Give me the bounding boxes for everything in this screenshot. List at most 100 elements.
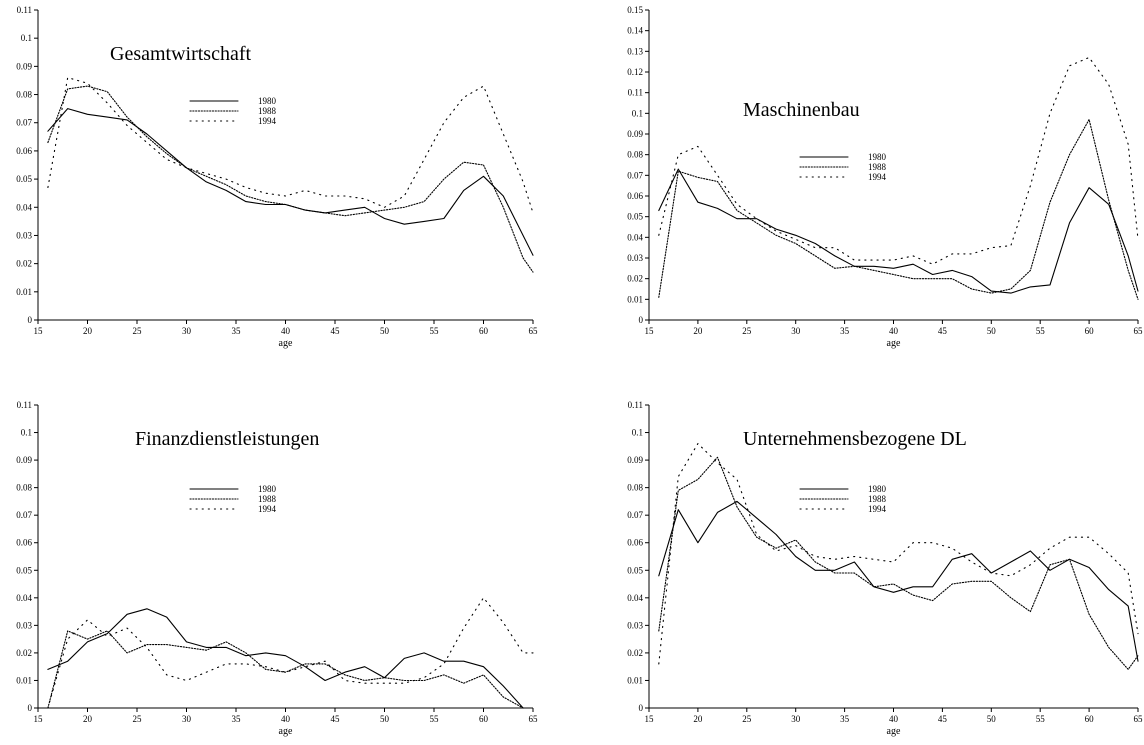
- y-tick-label: 0.06: [627, 191, 643, 201]
- legend-label-1994: 1994: [258, 116, 277, 126]
- y-tick-label: 0.01: [627, 294, 643, 304]
- y-tick-label: 0: [28, 703, 33, 713]
- y-tick-label: 0.08: [16, 483, 32, 493]
- legend-label-1988: 1988: [258, 494, 277, 504]
- x-tick-label: 45: [331, 326, 341, 336]
- x-tick-label: 15: [645, 326, 655, 336]
- y-tick-label: 0.04: [16, 202, 32, 212]
- y-tick-label: 0.09: [16, 61, 32, 71]
- y-tick-label: 0.15: [627, 5, 643, 15]
- x-tick-label: 60: [479, 714, 489, 724]
- x-tick-label: 15: [34, 326, 44, 336]
- chart-panel-2: 0 0.01 0.02 0.03 0.04 0.05 0.06 0.07 0.08 0.09 0.1…: [627, 5, 1143, 349]
- y-tick-label: 0.04: [627, 593, 643, 603]
- x-tick-label: 30: [182, 326, 192, 336]
- y-tick-label: 0.1: [632, 108, 643, 118]
- legend-label-1980: 1980: [258, 484, 277, 494]
- x-tick-label: 50: [380, 326, 390, 336]
- legend-label-1994: 1994: [868, 172, 887, 182]
- y-tick-label: 0.08: [627, 483, 643, 493]
- y-tick-label: 0.11: [628, 88, 643, 98]
- x-tick-label: 25: [742, 326, 752, 336]
- y-tick-label: 0.04: [627, 232, 643, 242]
- x-tick-label: 45: [331, 714, 341, 724]
- x-tick-label: 35: [840, 326, 850, 336]
- y-tick-label: 0.05: [627, 565, 643, 575]
- chart-title: Maschinenbau: [743, 99, 860, 121]
- x-tick-label: 50: [987, 714, 997, 724]
- y-tick-label: 0.12: [627, 67, 643, 77]
- chart-panel-3: 0 0.01 0.02 0.03 0.04 0.05 0.06 0.07 0.08 0.09 0.1…: [16, 400, 538, 737]
- x-tick-label: 45: [938, 714, 948, 724]
- y-tick-label: 0.05: [16, 174, 32, 184]
- x-tick-label: 55: [430, 714, 440, 724]
- chart-title: Gesamtwirtschaft: [110, 43, 252, 65]
- series-line-1988: [47, 85, 534, 273]
- y-tick-label: 0.05: [627, 212, 643, 222]
- y-tick-label: 0.07: [627, 510, 643, 520]
- x-tick-label: 60: [479, 326, 489, 336]
- y-tick-label: 0.06: [16, 146, 32, 156]
- x-tick-label: 40: [281, 714, 291, 724]
- y-tick-label: 0.02: [16, 648, 32, 658]
- x-tick-label: 20: [83, 714, 93, 724]
- series-line-1980: [658, 500, 1139, 662]
- series-line-1988: [658, 456, 1139, 670]
- y-tick-label: 0.07: [627, 170, 643, 180]
- x-tick-label: 55: [1036, 714, 1046, 724]
- x-tick-label: 20: [83, 326, 93, 336]
- y-tick-label: 0.13: [627, 46, 643, 56]
- y-tick-label: 0.08: [16, 90, 32, 100]
- x-tick-label: 25: [133, 714, 143, 724]
- y-tick-label: 0.02: [16, 259, 32, 269]
- legend-label-1994: 1994: [868, 504, 887, 514]
- y-tick-label: 0: [639, 703, 644, 713]
- y-tick-label: 0.03: [16, 620, 32, 630]
- y-tick-label: 0.01: [627, 675, 643, 685]
- chart-panel-1: 0 0.01 0.02 0.03 0.04 0.05 0.06 0.07 0.08 0.09 0.1…: [16, 5, 538, 349]
- y-tick-label: 0.07: [16, 118, 32, 128]
- x-axis-label: age: [887, 726, 901, 737]
- y-tick-label: 0.01: [16, 675, 32, 685]
- legend-label-1988: 1988: [868, 162, 887, 172]
- series-line-1994: [47, 77, 534, 214]
- y-tick-label: 0.1: [21, 428, 32, 438]
- x-tick-label: 40: [889, 714, 899, 724]
- x-tick-label: 65: [1134, 714, 1144, 724]
- series-line-1994: [658, 443, 1139, 665]
- x-axis-label: age: [279, 726, 293, 737]
- x-tick-label: 30: [182, 714, 192, 724]
- x-tick-label: 40: [281, 326, 291, 336]
- x-tick-label: 65: [529, 714, 539, 724]
- x-tick-label: 35: [232, 714, 242, 724]
- y-tick-label: 0.11: [17, 400, 32, 410]
- series-line-1994: [658, 56, 1139, 265]
- series-line-1980: [47, 608, 524, 709]
- series-line-1988: [47, 630, 524, 709]
- x-tick-label: 60: [1085, 714, 1095, 724]
- y-tick-label: 0.09: [16, 455, 32, 465]
- y-tick-label: 0.06: [16, 538, 32, 548]
- y-tick-label: 0.02: [627, 648, 643, 658]
- x-axis-label: age: [887, 338, 901, 349]
- x-tick-label: 65: [1134, 326, 1144, 336]
- series-line-1980: [658, 168, 1139, 294]
- x-tick-label: 15: [645, 714, 655, 724]
- x-tick-label: 20: [693, 714, 703, 724]
- chart-title: Unternehmensbezogene DL: [743, 428, 967, 450]
- series-line-1994: [47, 597, 534, 709]
- x-tick-label: 55: [1036, 326, 1046, 336]
- series-line-1988: [658, 118, 1139, 300]
- y-tick-label: 0.02: [627, 274, 643, 284]
- y-tick-label: 0.1: [632, 428, 643, 438]
- y-tick-label: 0.1: [21, 33, 32, 43]
- y-tick-label: 0.03: [627, 253, 643, 263]
- legend-label-1988: 1988: [258, 106, 277, 116]
- x-tick-label: 65: [529, 326, 539, 336]
- x-tick-label: 55: [430, 326, 440, 336]
- x-tick-label: 45: [938, 326, 948, 336]
- chart-title: Finanzdienstleistungen: [135, 428, 319, 450]
- series-line-1980: [47, 108, 534, 256]
- x-tick-label: 30: [791, 714, 801, 724]
